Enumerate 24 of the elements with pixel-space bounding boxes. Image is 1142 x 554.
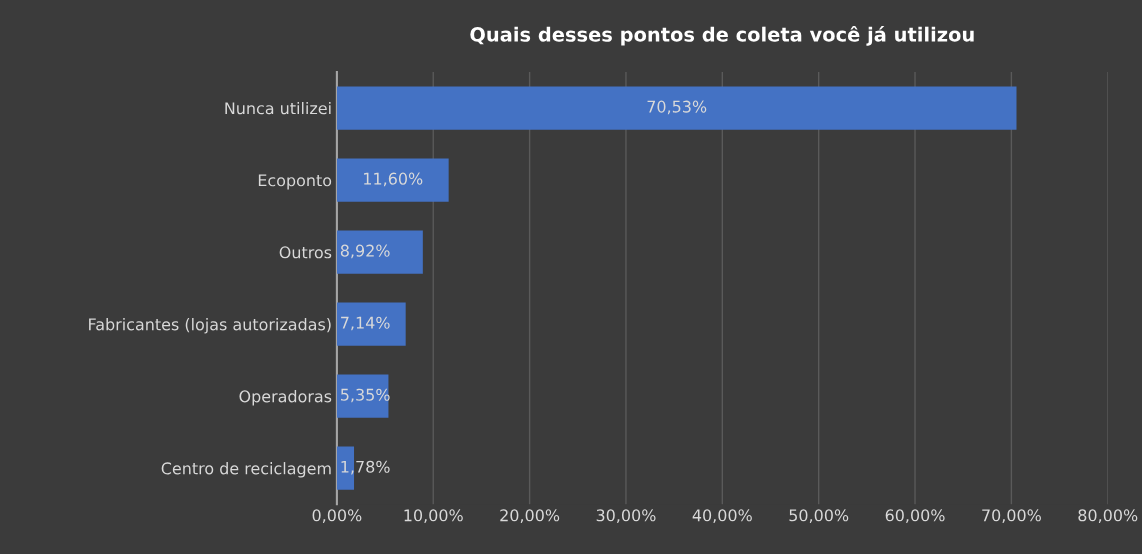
- bar: [336, 86, 1017, 130]
- chart-title: Quais desses pontos de coleta você já utilizou: [470, 25, 974, 46]
- y-tick-label: Fabricantes (lojas autorizadas): [89, 318, 331, 334]
- bar: [336, 230, 423, 274]
- bar: [336, 302, 406, 346]
- data-label: 11,60%: [364, 172, 423, 187]
- data-label: 8,92%: [340, 244, 390, 259]
- x-tick-label: 50,00%: [789, 509, 849, 523]
- y-tick-label: Nunca utilizei: [225, 101, 331, 115]
- data-label: 70,53%: [647, 100, 707, 115]
- x-tick-label: 20,00%: [500, 509, 560, 523]
- x-tick-label: 0,00%: [312, 509, 362, 523]
- x-tick-label: 30,00%: [596, 509, 656, 523]
- bar: [336, 158, 449, 202]
- y-tick-label: Ecoponto: [258, 174, 332, 190]
- data-label: 7,14%: [341, 316, 390, 331]
- y-tick-label: Outros: [279, 246, 332, 259]
- x-tick-label: 10,00%: [404, 509, 463, 523]
- y-tick-label: Operadoras: [239, 390, 332, 406]
- x-tick-label: 80,00%: [1078, 509, 1138, 523]
- x-tick-label: 40,00%: [692, 509, 752, 523]
- x-tick-label: 60,00%: [885, 509, 945, 523]
- x-tick-label: 70,00%: [982, 509, 1041, 523]
- y-tick-label: Centro de reciclagem: [161, 462, 331, 478]
